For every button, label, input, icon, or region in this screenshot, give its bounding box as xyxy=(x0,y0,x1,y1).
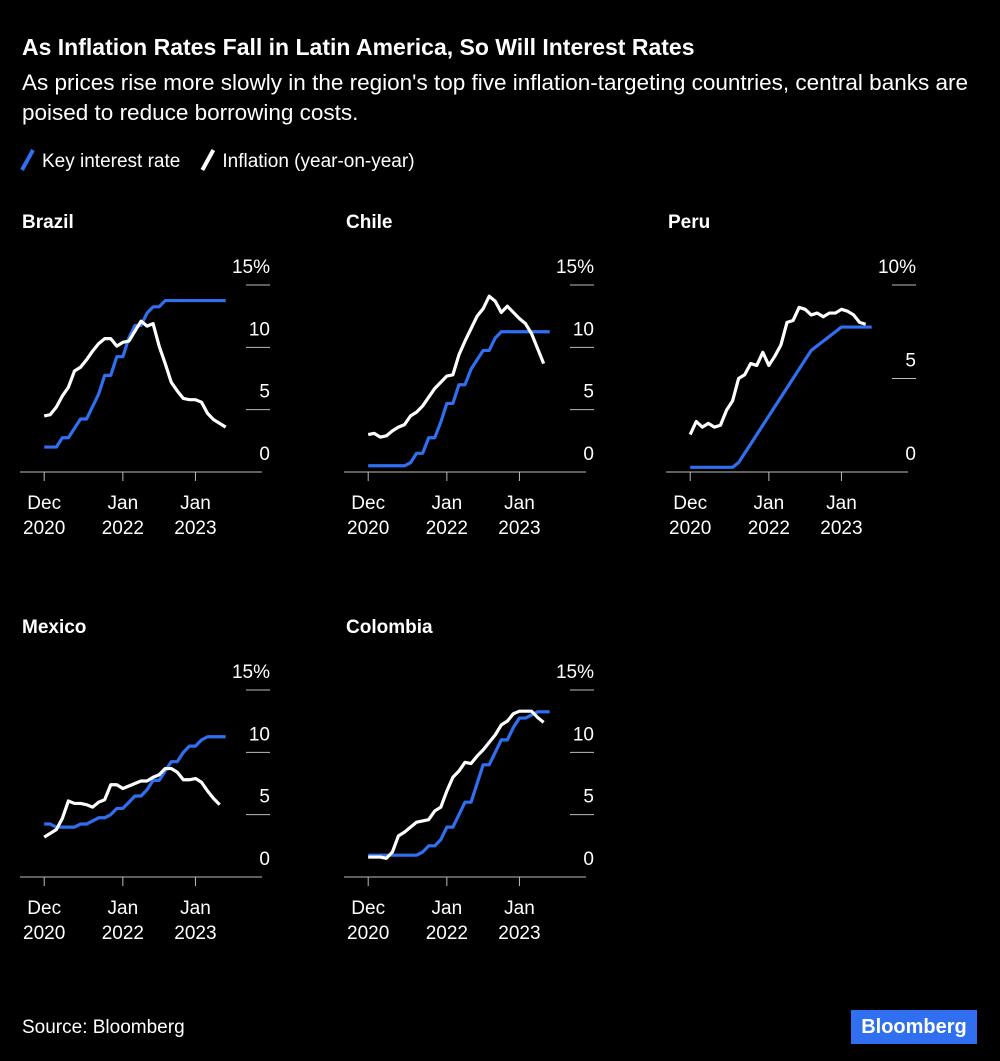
x-tick-label: 2020 xyxy=(669,518,711,539)
legend-swatch xyxy=(200,149,216,171)
x-tick-label: Jan xyxy=(826,493,857,514)
legend-label: Key interest rate xyxy=(42,151,180,172)
series-line xyxy=(368,710,550,857)
x-tick-label: 2022 xyxy=(102,518,144,539)
panel-title: Peru xyxy=(668,212,710,233)
x-tick-label: 2020 xyxy=(23,518,65,539)
x-tick-label: Jan xyxy=(180,898,211,919)
y-tick-label: 5 xyxy=(905,351,916,372)
x-tick-label: 2022 xyxy=(426,923,468,944)
subtitle: As prices rise more slowly in the region… xyxy=(22,70,968,125)
y-tick-label: 5 xyxy=(583,382,594,403)
x-tick-label: 2022 xyxy=(748,518,790,539)
y-tick-label: 10 xyxy=(249,319,270,340)
y-tick-label: 15% xyxy=(232,662,270,683)
y-tick-label: 10 xyxy=(249,724,270,745)
title: As Inflation Rates Fall in Latin America… xyxy=(22,34,695,60)
panel-title: Chile xyxy=(346,212,392,233)
panel-title: Colombia xyxy=(346,617,433,638)
x-tick-label: Jan xyxy=(432,898,463,919)
y-tick-label: 10 xyxy=(573,319,594,340)
series-line xyxy=(43,766,221,839)
x-tick-label: Dec xyxy=(351,493,385,514)
panel-title: Brazil xyxy=(22,212,74,233)
x-tick-label: Dec xyxy=(351,898,385,919)
x-tick-label: Dec xyxy=(673,493,707,514)
x-tick-label: Jan xyxy=(504,898,535,919)
x-tick-label: 2020 xyxy=(347,518,389,539)
series-line xyxy=(44,298,226,449)
logo: Bloomberg xyxy=(851,1010,977,1044)
y-tick-label: 15% xyxy=(556,257,594,278)
x-tick-label: Dec xyxy=(27,493,61,514)
legend-label: Inflation (year-on-year) xyxy=(222,151,414,172)
x-tick-label: Jan xyxy=(432,493,463,514)
y-tick-label: 10 xyxy=(573,724,594,745)
y-tick-label: 15% xyxy=(232,257,270,278)
series-line xyxy=(690,325,872,469)
series-line xyxy=(43,319,227,429)
x-tick-label: 2023 xyxy=(174,518,216,539)
series-line xyxy=(367,294,546,439)
x-tick-label: 2022 xyxy=(426,518,468,539)
charts: Key interest rate Inflation (year-on-year… xyxy=(20,149,916,944)
x-tick-label: Jan xyxy=(108,898,139,919)
x-tick-label: 2023 xyxy=(820,518,862,539)
y-tick-label: 10% xyxy=(878,257,916,278)
series-line xyxy=(368,709,545,860)
x-tick-label: Jan xyxy=(504,493,535,514)
y-tick-label: 0 xyxy=(905,444,916,465)
x-tick-label: 2023 xyxy=(174,923,216,944)
y-tick-label: 0 xyxy=(259,849,270,870)
legend-swatch xyxy=(20,149,35,171)
y-tick-label: 5 xyxy=(583,787,594,808)
y-tick-label: 0 xyxy=(583,849,594,870)
panel-title: Mexico xyxy=(22,617,86,638)
x-tick-label: 2022 xyxy=(102,923,144,944)
series-line xyxy=(368,330,550,468)
x-tick-label: 2020 xyxy=(23,923,65,944)
series-line xyxy=(44,735,226,829)
x-tick-label: 2020 xyxy=(347,923,389,944)
y-tick-label: 0 xyxy=(259,444,270,465)
x-tick-label: 2023 xyxy=(498,518,540,539)
x-tick-label: 2023 xyxy=(498,923,540,944)
x-tick-label: Jan xyxy=(180,493,211,514)
y-tick-label: 5 xyxy=(259,382,270,403)
source: Source: Bloomberg xyxy=(22,1017,185,1038)
y-tick-label: 15% xyxy=(556,662,594,683)
x-tick-label: Jan xyxy=(754,493,785,514)
series-line xyxy=(688,305,867,436)
x-tick-label: Jan xyxy=(108,493,139,514)
x-tick-label: Dec xyxy=(27,898,61,919)
y-tick-label: 0 xyxy=(583,444,594,465)
y-tick-label: 5 xyxy=(259,787,270,808)
